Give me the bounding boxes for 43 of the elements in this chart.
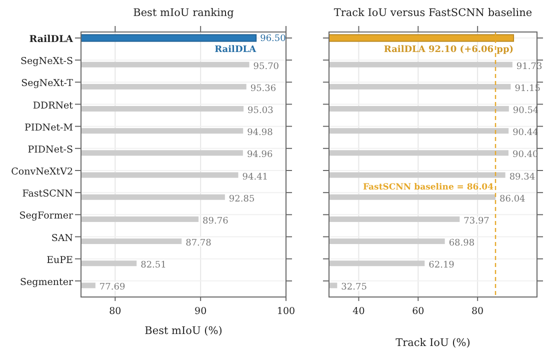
y-tick-label: Segmenter: [20, 276, 74, 288]
x-tick-label: 80: [472, 306, 484, 317]
data-label: 94.41: [242, 172, 268, 182]
x-tick-label: 40: [352, 306, 365, 317]
data-label: 92.85: [228, 194, 255, 204]
y-tick-label: SegFormer: [19, 210, 74, 222]
data-label: 73.97: [464, 216, 490, 226]
data-label: 95.70: [253, 62, 280, 72]
chart-title: Best mIoU ranking: [133, 7, 234, 19]
ref-line-label: FastSCNN baseline = 86.04: [362, 182, 494, 193]
data-label: 89.34: [509, 172, 536, 182]
data-label: 82.51: [140, 260, 166, 271]
data-label: 94.98: [247, 128, 274, 138]
x-axis-title: Track IoU (%): [396, 337, 470, 349]
x-tick-label: 100: [276, 306, 296, 317]
y-tick-label: SegNeXt-S: [20, 56, 73, 68]
data-label: 95.03: [248, 106, 274, 116]
data-label: 96.50: [260, 34, 286, 44]
y-tick-label: PIDNet-S: [28, 144, 73, 156]
data-label: 94.96: [246, 150, 273, 160]
y-tick-label: PIDNet-M: [24, 122, 74, 134]
data-label: 87.78: [186, 238, 212, 249]
x-tick-label: 60: [412, 306, 424, 317]
data-label: 86.04: [500, 194, 526, 204]
data-label: 77.69: [99, 282, 126, 293]
annotation: RailDLA: [214, 45, 258, 55]
y-tick-label: SegNeXt-T: [21, 78, 74, 90]
x-tick-label: 80: [109, 306, 122, 317]
data-label: 62.19: [428, 260, 455, 271]
chart-title: Track IoU versus FastSCNN baseline: [334, 7, 532, 19]
x-tick-label: 90: [194, 306, 207, 317]
data-label: 89.76: [202, 216, 229, 226]
y-tick-label: EuPE: [46, 254, 74, 266]
x-axis-title: Best mIoU (%): [144, 325, 222, 337]
data-label: 68.98: [448, 238, 475, 249]
annotation: RailDLA 92.10 (+6.06 pp): [384, 45, 514, 55]
y-tick-label: SAN: [51, 232, 73, 244]
data-label: 32.75: [341, 282, 368, 293]
data-label: 95.36: [250, 84, 276, 94]
y-tick-label: RailDLA: [29, 34, 74, 45]
y-tick-label: DDRNet: [32, 100, 74, 112]
y-tick-label: ConvNeXtV2: [11, 166, 73, 178]
y-tick-label: FastSCNN: [22, 188, 73, 200]
